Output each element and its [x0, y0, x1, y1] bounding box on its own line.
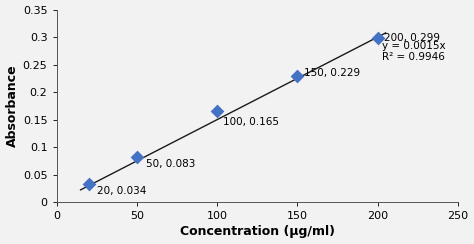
Text: 150, 0.229: 150, 0.229 [304, 68, 360, 78]
Text: 20, 0.034: 20, 0.034 [97, 186, 146, 196]
Point [374, 36, 382, 40]
Point [133, 155, 141, 159]
Text: 50, 0.083: 50, 0.083 [146, 159, 196, 169]
Point [213, 110, 221, 113]
X-axis label: Concentration (μg/ml): Concentration (μg/ml) [180, 225, 335, 238]
Text: R² = 0.9946: R² = 0.9946 [383, 52, 445, 62]
Y-axis label: Absorbance: Absorbance [6, 65, 18, 147]
Point [293, 74, 301, 78]
Text: 200, 0.299: 200, 0.299 [384, 33, 440, 43]
Point [85, 182, 92, 185]
Text: 100, 0.165: 100, 0.165 [223, 117, 280, 127]
Text: y = 0.0015x: y = 0.0015x [383, 41, 446, 51]
